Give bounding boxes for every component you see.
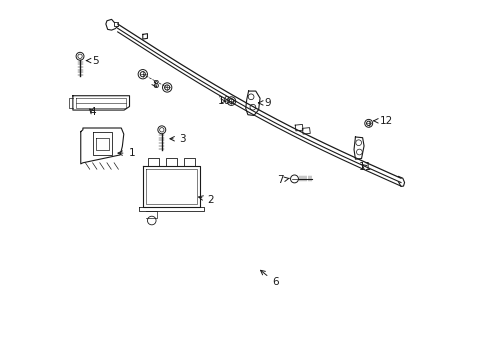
Text: 3: 3	[170, 134, 185, 144]
Text: 12: 12	[373, 116, 392, 126]
Text: 6: 6	[261, 270, 278, 287]
Text: 4: 4	[89, 107, 96, 117]
Text: 8: 8	[152, 80, 158, 90]
Text: 7: 7	[277, 175, 290, 185]
Text: 11: 11	[359, 162, 372, 172]
Text: 2: 2	[198, 195, 214, 205]
Text: 10: 10	[218, 96, 231, 106]
Text: 1: 1	[118, 148, 135, 158]
Text: 9: 9	[259, 98, 271, 108]
Text: 5: 5	[86, 55, 99, 66]
